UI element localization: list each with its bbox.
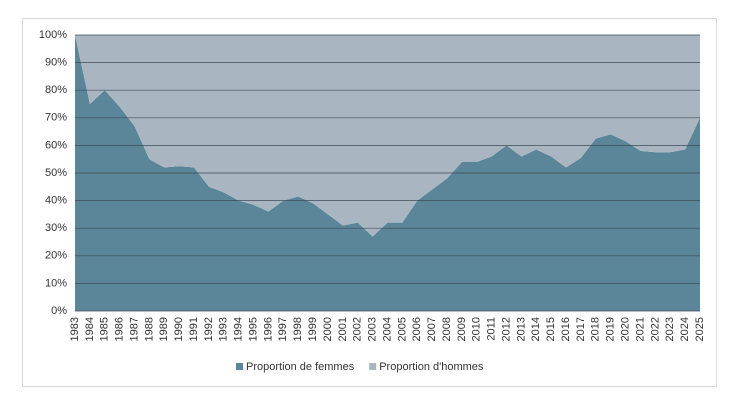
area (75, 35, 700, 311)
x-tick-label: 2004 (381, 317, 393, 341)
x-tick-label: 2001 (337, 317, 349, 341)
legend-swatch (369, 363, 377, 370)
y-tick-label: 20% (45, 250, 67, 262)
x-tick-label: 2021 (634, 317, 646, 341)
x-tick-label: 1984 (84, 317, 96, 341)
x-tick-label: 2009 (456, 317, 468, 341)
x-tick-label: 2005 (396, 317, 408, 341)
x-tick-label: 1992 (203, 317, 215, 341)
x-tick-label: 2011 (486, 317, 498, 341)
x-tick-label: 1988 (143, 317, 155, 341)
legend-swatch (236, 363, 243, 370)
x-tick-label: 2010 (471, 317, 483, 341)
x-tick-label: 1989 (158, 317, 170, 341)
x-tick-label: 2017 (575, 317, 587, 341)
x-tick-label: 2022 (649, 317, 661, 341)
x-tick-label: 2018 (590, 317, 602, 341)
area (75, 35, 700, 237)
y-tick-label: 60% (45, 139, 67, 151)
y-tick-label: 70% (45, 112, 67, 124)
x-tick-label: 1994 (233, 317, 245, 341)
y-tick-label: 90% (45, 57, 67, 69)
x-tick-label: 2002 (352, 317, 364, 341)
x-tick-label: 2019 (605, 317, 617, 341)
x-tick-label: 1990 (173, 317, 185, 341)
x-tick-label: 2012 (500, 317, 512, 341)
x-tick-label: 1985 (99, 317, 111, 341)
x-tick-label: 1999 (307, 317, 319, 341)
x-tick-label: 2024 (679, 317, 691, 341)
y-tick-label: 30% (45, 222, 67, 234)
x-tick-label: 1995 (247, 317, 259, 341)
x-tick-label: 2007 (426, 317, 438, 341)
x-tick-label: 2025 (694, 317, 706, 341)
x-tick-label: 1987 (128, 317, 140, 341)
x-tick-label: 2015 (545, 317, 557, 341)
legend-label: Proportion d'hommes (379, 361, 484, 373)
y-tick-label: 0% (51, 305, 67, 317)
x-tick-label: 2006 (411, 317, 423, 341)
x-tick-label: 2003 (367, 317, 379, 341)
x-tick-label: 2014 (530, 317, 542, 341)
x-tick-label: 1996 (262, 317, 274, 341)
x-tick-label: 2020 (620, 317, 632, 341)
x-tick-label: 2013 (515, 317, 527, 341)
legend-label: Proportion de femmes (246, 361, 355, 373)
x-tick-label: 2023 (664, 317, 676, 341)
x-tick-label: 1998 (292, 317, 304, 341)
x-tick-label: 1993 (218, 317, 230, 341)
x-tick-label: 1983 (69, 317, 81, 341)
x-tick-label: 2008 (441, 317, 453, 341)
y-tick-label: 100% (39, 29, 67, 41)
x-tick-label: 2000 (322, 317, 334, 341)
x-tick-label: 1986 (114, 317, 126, 341)
y-tick-label: 40% (45, 195, 67, 207)
y-tick-label: 80% (45, 84, 67, 96)
x-tick-label: 1997 (277, 317, 289, 341)
y-tick-label: 10% (45, 277, 67, 289)
x-tick-label: 2016 (560, 317, 572, 341)
y-tick-label: 50% (45, 167, 67, 179)
x-tick-label: 1991 (188, 317, 200, 341)
